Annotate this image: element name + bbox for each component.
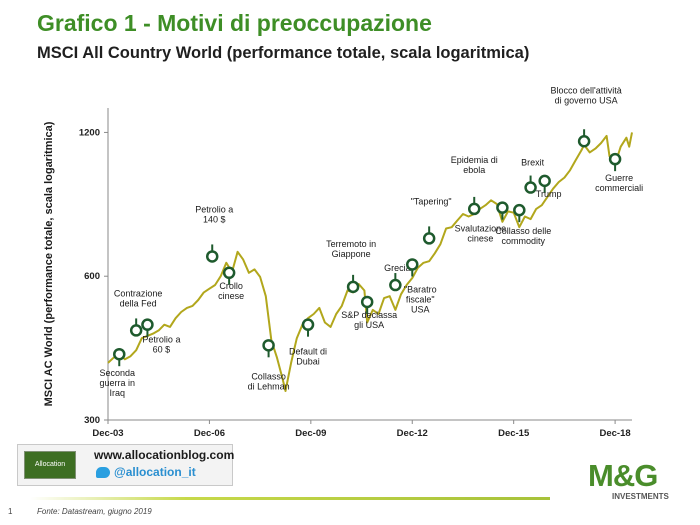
event-layer: Seconda guerra in Iraq Contrazione della Fed… (100, 85, 644, 398)
event-marker: Collasso di Lehman (248, 339, 290, 391)
blog-link[interactable]: www.allocationblog.com (94, 448, 235, 462)
event-label: "Tapering" (411, 196, 452, 206)
event-dot (608, 152, 622, 166)
event-dot (422, 232, 436, 245)
event-label: Seconda guerra in Iraq (100, 368, 136, 398)
series-line (107, 132, 633, 392)
event-marker: Petrolio a 60 $ (141, 318, 180, 355)
event-marker: Collasso delle commodity (495, 203, 551, 246)
event-label: Collasso delle commodity (495, 226, 551, 246)
event-marker: "Tapering" (411, 196, 452, 245)
event-label: S&P declassa gli USA (341, 310, 397, 330)
event-marker: Default di Dubai (289, 318, 327, 367)
chart-axes: 300 600 1200 Dec-03 Dec-06 Dec-09 Dec-12 Dec-15… (79, 108, 632, 439)
event-marker: Contrazione della Fed (114, 288, 163, 337)
event-dot (467, 202, 481, 216)
x-tick-label: Dec-12 (397, 428, 428, 439)
x-tick-label: Dec-09 (295, 428, 326, 439)
event-label: "Baratro fiscale" USA (404, 284, 437, 314)
x-tick-label: Dec-18 (600, 428, 631, 439)
x-tick-label: Dec-03 (92, 428, 123, 439)
event-label: Blocco dell'attività di governo USA (550, 85, 621, 105)
event-dot (129, 324, 143, 337)
footer-divider (30, 497, 550, 500)
event-label: Petrolio a 140 $ (195, 204, 233, 224)
event-dot (496, 201, 509, 214)
event-dot (538, 174, 551, 188)
event-marker: "Baratro fiscale" USA (404, 258, 437, 314)
event-dot (346, 280, 360, 294)
twitter-handle-link[interactable]: @allocation_it (114, 465, 196, 479)
page-number: 1 (8, 507, 13, 516)
event-marker: Petrolio a 140 $ (195, 204, 233, 263)
event-marker: Svalutazione cinese (455, 201, 509, 244)
event-label: Contrazione della Fed (114, 288, 163, 308)
event-dot (141, 318, 154, 331)
event-marker: Terremoto in Giappone (326, 239, 376, 294)
event-dot (301, 318, 315, 331)
event-marker: Brexit (521, 158, 545, 194)
event-label: Brexit (521, 158, 545, 168)
allocation-logo: Allocation (24, 451, 76, 479)
event-marker: Crollo cinese (218, 266, 244, 301)
event-label: Terremoto in Giappone (326, 239, 376, 259)
event-label: Svalutazione cinese (455, 224, 507, 244)
event-dot (360, 295, 374, 309)
y-tick-label: 300 (84, 415, 100, 426)
event-marker: Epidemia di ebola (451, 155, 498, 216)
event-label: Crollo cinese (218, 281, 244, 301)
series-layer (107, 132, 633, 392)
event-dot (389, 278, 402, 292)
page-title: Grafico 1 - Motivi di preoccupazione (37, 10, 432, 36)
mg-logo-subtitle: INVESTMENTS (612, 492, 669, 501)
event-dot (205, 250, 219, 263)
event-dot (262, 339, 275, 352)
event-label: Petrolio a 60 $ (142, 335, 180, 355)
y-tick-label: 1200 (79, 127, 100, 138)
page-subtitle: MSCI All Country World (performance tota… (37, 44, 530, 62)
event-marker: Seconda guerra in Iraq (100, 347, 136, 398)
source-note: Fonte: Datastream, giugno 2019 (37, 507, 152, 516)
x-tick-label: Dec-06 (194, 428, 225, 439)
event-dot (222, 266, 236, 280)
event-marker: Grecia (384, 263, 411, 292)
event-label: Trump (536, 189, 562, 199)
event-dot (113, 347, 126, 361)
event-marker: Guerre commerciali (595, 152, 643, 193)
event-marker: S&P declassa gli USA (341, 295, 397, 330)
event-label: Default di Dubai (289, 347, 327, 367)
event-label: Grecia (384, 263, 411, 273)
twitter-bird-icon (96, 467, 110, 478)
event-label: Guerre commerciali (595, 173, 643, 193)
event-marker: Trump (536, 174, 562, 199)
event-marker: Blocco dell'attività di governo USA (550, 85, 622, 148)
event-dot (513, 203, 526, 217)
y-tick-label: 600 (84, 271, 100, 282)
event-label: Epidemia di ebola (451, 155, 498, 175)
event-label: Collasso di Lehman (248, 371, 290, 391)
event-dot (577, 135, 591, 148)
mg-logo: M&G (588, 458, 658, 493)
event-dot (406, 258, 419, 271)
y-axis-label: MSCI AC World (performance totale, scala… (43, 121, 55, 406)
x-tick-label: Dec-15 (498, 428, 530, 439)
event-dot (524, 181, 537, 194)
allocation-blog-box: Allocation www.allocationblog.com @alloc… (17, 444, 235, 486)
